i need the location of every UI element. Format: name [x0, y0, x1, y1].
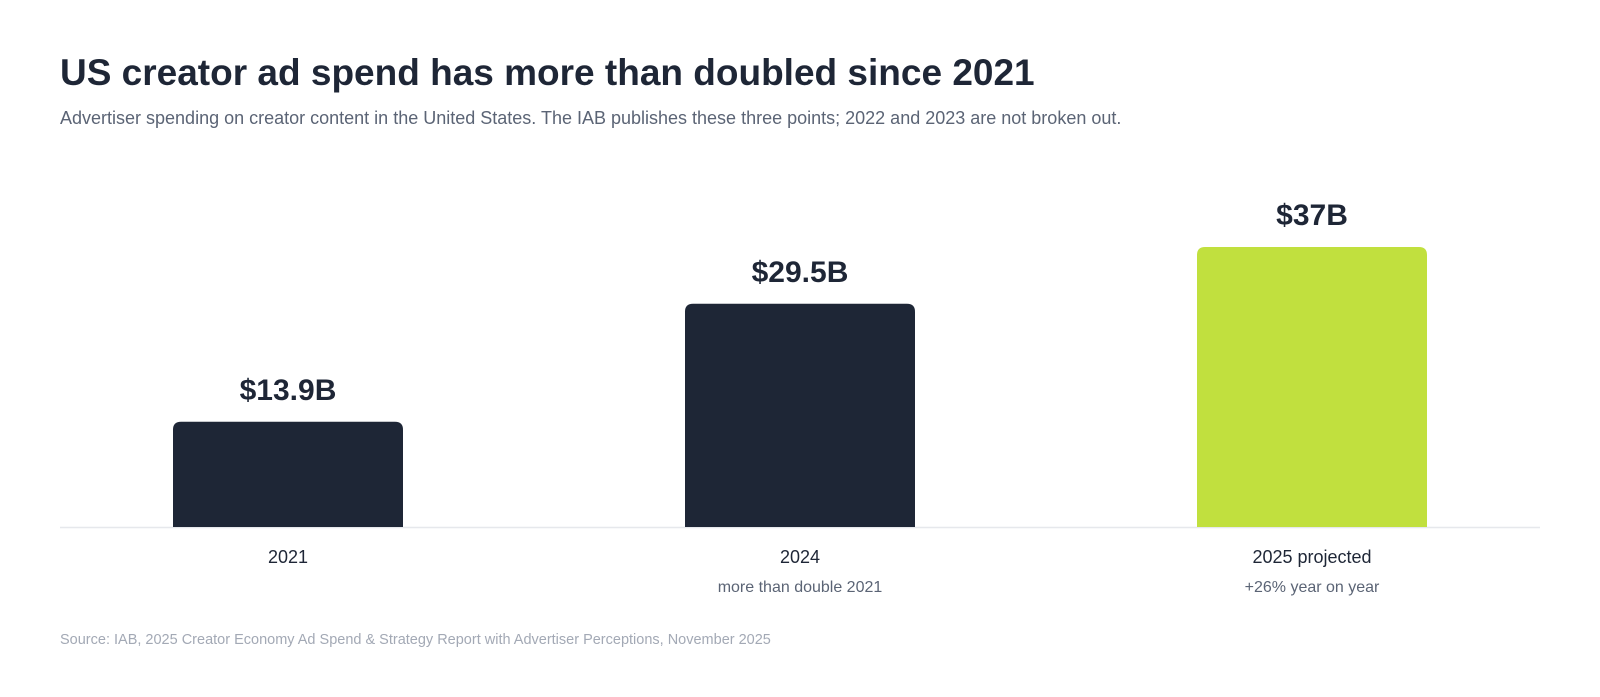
category-label: 2024	[780, 547, 820, 567]
bar-value-label: $37B	[1276, 199, 1348, 232]
category-label: 2021	[268, 547, 308, 567]
bar-2024	[685, 303, 915, 527]
chart-subtitle: Advertiser spending on creator content i…	[60, 108, 1122, 128]
category-label: 2025 projected	[1252, 547, 1371, 567]
category-note: +26% year on year	[1245, 579, 1380, 596]
bar-2025-projected	[1197, 247, 1427, 527]
bar-value-label: $13.9B	[240, 374, 337, 407]
bar-2021	[173, 421, 403, 527]
chart-title: US creator ad spend has more than double…	[60, 52, 1035, 93]
bar-value-label: $29.5B	[752, 256, 849, 289]
category-note: more than double 2021	[718, 579, 883, 596]
source-note: Source: IAB, 2025 Creator Economy Ad Spe…	[60, 632, 771, 648]
